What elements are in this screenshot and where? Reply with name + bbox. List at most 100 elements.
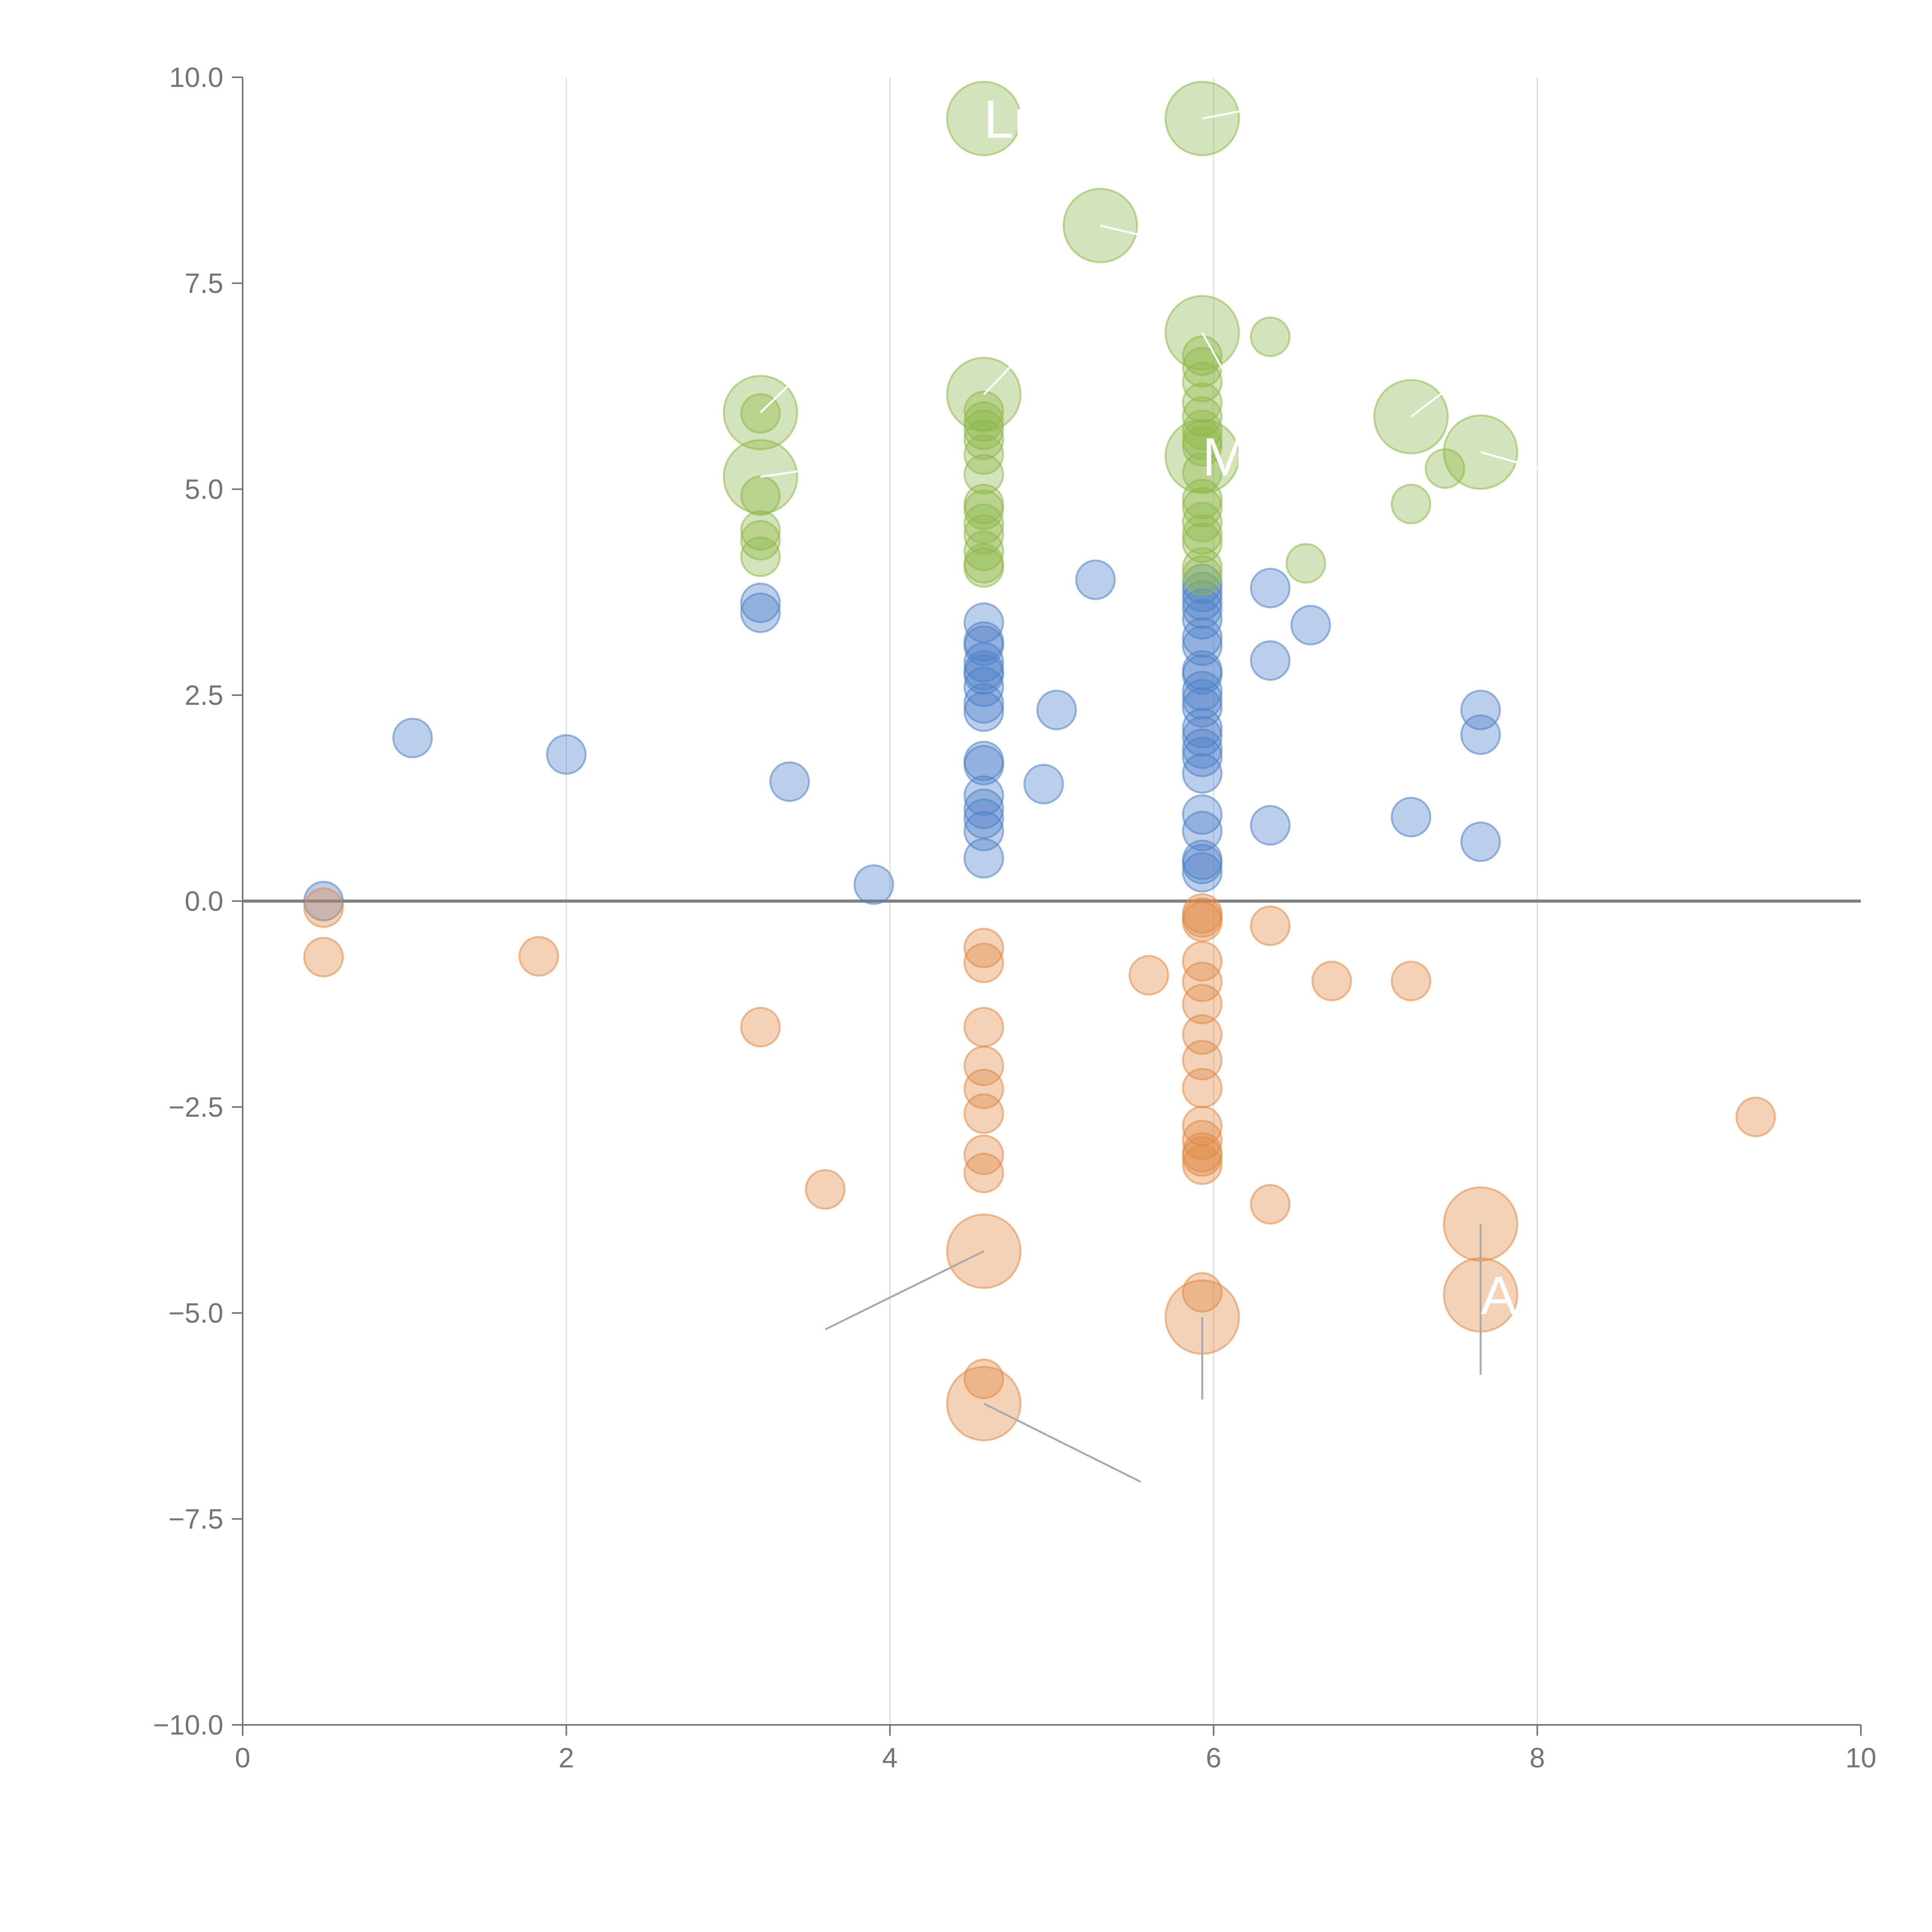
x-tick-label-5: 10 [1845,1743,1876,1774]
orange-point-2 [518,936,559,977]
blue-point-41 [1182,736,1223,777]
orange-point-5 [963,928,1004,969]
blue-point-13 [963,667,1004,707]
green-point-20 [1182,362,1223,403]
blue-point-26 [1182,563,1223,604]
green-point-22 [1182,396,1223,437]
green-point-30 [1182,514,1223,555]
orange-point-33 [1391,961,1432,1002]
leader-line-2 [1100,224,1206,252]
blue-point-9 [963,625,1004,666]
blue-point-46 [1182,844,1223,884]
leader-line-14 [983,1403,1141,1483]
blue-point-35 [1182,670,1223,711]
blue-point-32 [1182,625,1223,666]
blue-point-23 [1023,764,1064,804]
green-point-4 [740,536,781,577]
orange-point-27 [1182,1136,1223,1177]
orange-point-29 [1182,1272,1223,1313]
leader-line-8 [1480,451,1554,474]
green-point-17 [963,547,1004,588]
green-point-35 [1286,543,1327,584]
blue-point-43 [1182,794,1223,835]
orange-point-12 [963,1153,1004,1194]
green-highlight-point-0 [946,81,1022,156]
orange-point-31 [1250,1184,1291,1225]
green-highlight-point-9 [1164,418,1240,494]
orange-point-13 [963,1359,1004,1400]
y-tick-label-3: −2.5 [168,1092,223,1123]
blue-point-55 [1460,821,1501,862]
green-point-34 [1250,316,1291,357]
orange-point-19 [1182,961,1223,1002]
blue-point-15 [963,691,1004,732]
green-point-10 [963,454,1004,495]
blue-point-44 [1182,811,1223,852]
leader-line-6 [760,459,874,478]
blue-point-53 [1460,689,1501,730]
x-tick-label-2: 4 [882,1743,898,1774]
green-point-14 [963,514,1004,555]
orange-point-30 [1250,905,1291,946]
blue-point-2 [546,734,587,775]
y-tick-label-4: 0.0 [185,886,223,917]
blue-point-49 [1250,640,1291,681]
blue-point-10 [963,642,1004,683]
green-point-36 [1391,483,1432,524]
blue-point-37 [1182,687,1223,728]
x-tick-label-4: 8 [1529,1743,1545,1774]
blue-point-31 [1182,617,1223,658]
orange-point-17 [1182,901,1223,942]
y-tick-label-1: −7.5 [168,1504,223,1535]
blue-point-34 [1182,654,1223,695]
point-label-9: M [1202,427,1247,487]
blue-point-5 [769,761,810,802]
green-point-12 [963,489,1004,530]
orange-point-18 [1182,941,1223,982]
y-tick-label-6: 5.0 [185,474,223,505]
orange-point-14 [1128,955,1169,996]
x-tick-label-3: 6 [1206,1743,1221,1774]
blue-point-51 [1290,605,1331,646]
blue-point-38 [1182,707,1223,748]
point-label-0: Li [984,89,1026,150]
orange-point-22 [1182,1039,1223,1080]
leader-line-4 [983,357,1020,395]
blue-point-42 [1182,753,1223,794]
y-tick-label-8: 10.0 [169,62,223,93]
blue-point-3 [740,582,781,623]
blue-point-50 [1250,805,1291,846]
green-point-33 [1182,555,1223,596]
x-tick-label-0: 0 [235,1743,250,1774]
blue-point-47 [1182,852,1223,893]
orange-point-11 [963,1134,1004,1175]
orange-point-8 [963,1045,1004,1086]
axis-layer: −10.0 −7.5 −5.0 −2.5 0.0 2.5 5.0 7.5 10.0 0 2 4 6 8 10 [153,62,1876,1774]
x-tick-label-1: 2 [559,1743,574,1774]
orange-point-28 [1182,1144,1223,1185]
leader-line-7 [1410,369,1473,418]
blue-point-36 [1182,679,1223,720]
leader-line-5 [760,365,810,413]
green-point-6 [963,401,1004,442]
green-point-3 [740,520,781,561]
orange-point-32 [1311,961,1352,1002]
y-tick-label-2: −5.0 [168,1298,223,1329]
blue-point-12 [963,654,1004,695]
orange-point-3 [740,1007,781,1048]
green-point-32 [1182,547,1223,588]
orange-point-4 [805,1169,846,1210]
orange-point-20 [1182,984,1223,1024]
leader-line-3 [1201,332,1231,383]
blue-point-39 [1182,716,1223,757]
label-layer: Li M A [760,89,1554,1483]
blue-point-29 [1182,588,1223,629]
blue-point-22 [963,838,1004,879]
blue-point-19 [963,788,1004,829]
green-point-27 [1182,479,1223,520]
blue-point-40 [1182,728,1223,769]
green-point-29 [1182,502,1223,543]
blue-point-48 [1250,568,1291,609]
